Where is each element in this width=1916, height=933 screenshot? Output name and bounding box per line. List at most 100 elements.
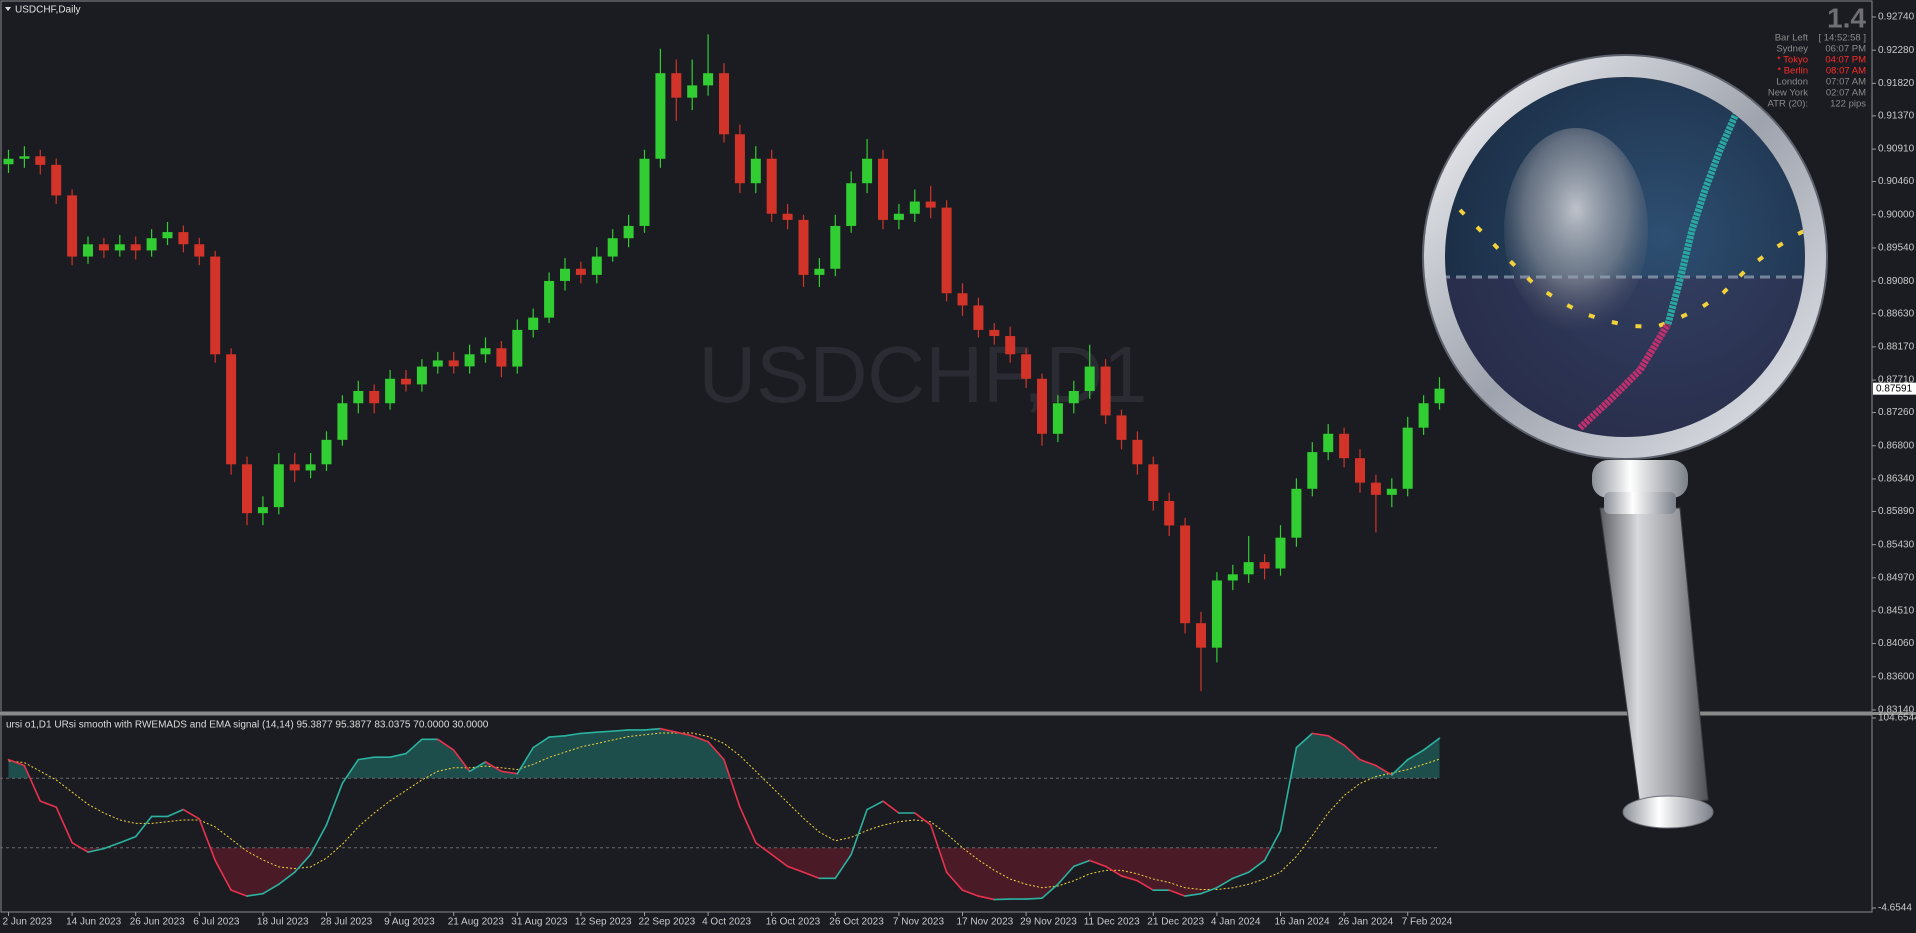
candle-body [575, 268, 586, 275]
candle-body [353, 390, 364, 404]
collapse-arrow[interactable] [5, 7, 11, 11]
ursi-segment [389, 752, 407, 759]
info-value: 02:07 AM [1826, 88, 1866, 99]
ursi-segment [7, 758, 26, 767]
candle-body [369, 390, 380, 404]
x-tick-label: 6 Jul 2023 [193, 917, 240, 928]
ursi-segment [293, 853, 312, 874]
candle-body [1021, 354, 1032, 379]
candle-body [1164, 500, 1175, 526]
ursi-segment [850, 808, 868, 856]
ursi-segment [1327, 735, 1345, 747]
candle-body [941, 207, 952, 294]
candle-body [703, 73, 714, 86]
ursi-segment [739, 806, 757, 844]
ursi-segment [659, 727, 678, 733]
candle-body [1402, 427, 1413, 489]
y-tick-label: 0.91370 [1878, 111, 1915, 122]
lens-content [1445, 77, 1805, 437]
x-tick-label: 31 Aug 2023 [511, 917, 568, 928]
magnifier-collar [1592, 460, 1688, 498]
x-tick-label: 16 Jan 2024 [1275, 917, 1330, 928]
y-tick-label: 0.86340 [1878, 474, 1915, 485]
candle-body [1259, 562, 1270, 569]
candle-body [1052, 403, 1063, 434]
candle-body [798, 219, 809, 275]
candle-body [305, 464, 316, 471]
ursi-segment [1184, 892, 1202, 897]
candle-body [989, 329, 1000, 337]
ursi-segment [961, 889, 980, 897]
y-tick-label: 0.83600 [1878, 671, 1915, 682]
x-tick-label: 22 Sep 2023 [639, 917, 696, 928]
candle-body [687, 85, 698, 98]
lens-reflection [1504, 128, 1648, 332]
candle-body [862, 158, 873, 184]
ursi-segment [643, 727, 662, 731]
candle-body [98, 244, 109, 251]
candle-body [1196, 623, 1206, 648]
candle-body [1275, 537, 1286, 569]
y-tick-label: 0.86800 [1878, 440, 1915, 451]
candle-body [591, 256, 602, 275]
ursi-segment [866, 800, 884, 811]
info-label: ATR (20): [1768, 99, 1808, 110]
ursi-segment [595, 730, 614, 733]
ursi-segment [1295, 732, 1314, 749]
candle-body [766, 158, 777, 214]
candle-body [146, 238, 157, 251]
x-tick-label: 12 Sep 2023 [575, 917, 632, 928]
x-tick-label: 11 Dec 2023 [1084, 917, 1140, 928]
ursi-segment [1025, 897, 1043, 900]
ursi-segment [802, 871, 821, 880]
ursi-segment [1200, 886, 1218, 895]
indicator-title: ursi o1,D1 URsi smooth with RWEMADS and … [6, 720, 489, 731]
x-tick-label: 26 Jun 2023 [130, 917, 185, 928]
y-tick-label: 0.88170 [1878, 342, 1915, 353]
ursi-segment [1104, 865, 1123, 877]
info-value: 08:07 AM [1826, 66, 1866, 77]
candle-body [734, 134, 745, 184]
ursi-segment [548, 735, 566, 738]
y-tick-label: 0.87710 [1878, 375, 1915, 386]
ursi-segment [500, 770, 519, 775]
candle-body [448, 360, 459, 367]
ursi-segment [754, 841, 773, 856]
candle-body [1068, 390, 1079, 404]
lens-signal [1458, 208, 1805, 330]
x-tick-label: 16 Oct 2023 [766, 917, 821, 928]
candle-body [671, 73, 682, 98]
x-tick-label: 26 Jan 2024 [1338, 917, 1393, 928]
y-tick-label: 0.83140 [1878, 705, 1915, 716]
candle-body [973, 305, 984, 330]
candle-body [925, 201, 936, 208]
last-price-box [1873, 382, 1916, 395]
ursi-segment [977, 895, 996, 901]
candle-body [496, 348, 507, 367]
info-label: * Tokyo [1777, 55, 1808, 66]
candle-body [655, 73, 666, 159]
ursi-segment [882, 800, 900, 814]
y-tick-label: 0.84510 [1878, 606, 1915, 617]
ursi-segment [1247, 859, 1266, 874]
lens-rim-edge [1422, 54, 1828, 460]
oversold-fill [8, 847, 1440, 900]
ursi-segment [611, 729, 630, 732]
magnifier-neck [1604, 492, 1676, 514]
lens-rising-line [1664, 83, 1754, 325]
ursi-segment [945, 871, 964, 891]
candle-body [162, 232, 173, 239]
y-tick-label: 0.92280 [1878, 45, 1915, 56]
ursi-segment [1216, 877, 1234, 889]
ursi-segment [1375, 764, 1393, 776]
candle-body [35, 156, 46, 165]
y-tick-label: -4.6544 [1878, 903, 1912, 914]
lens-falling-line [1577, 322, 1671, 431]
ursi-segment [357, 756, 376, 761]
candle-body [1243, 562, 1254, 575]
candle-body [114, 244, 125, 251]
ursi-segment [166, 808, 185, 818]
ursi-segment [452, 749, 471, 773]
candle-body [909, 201, 920, 214]
info-value: 07:07 AM [1826, 77, 1866, 88]
